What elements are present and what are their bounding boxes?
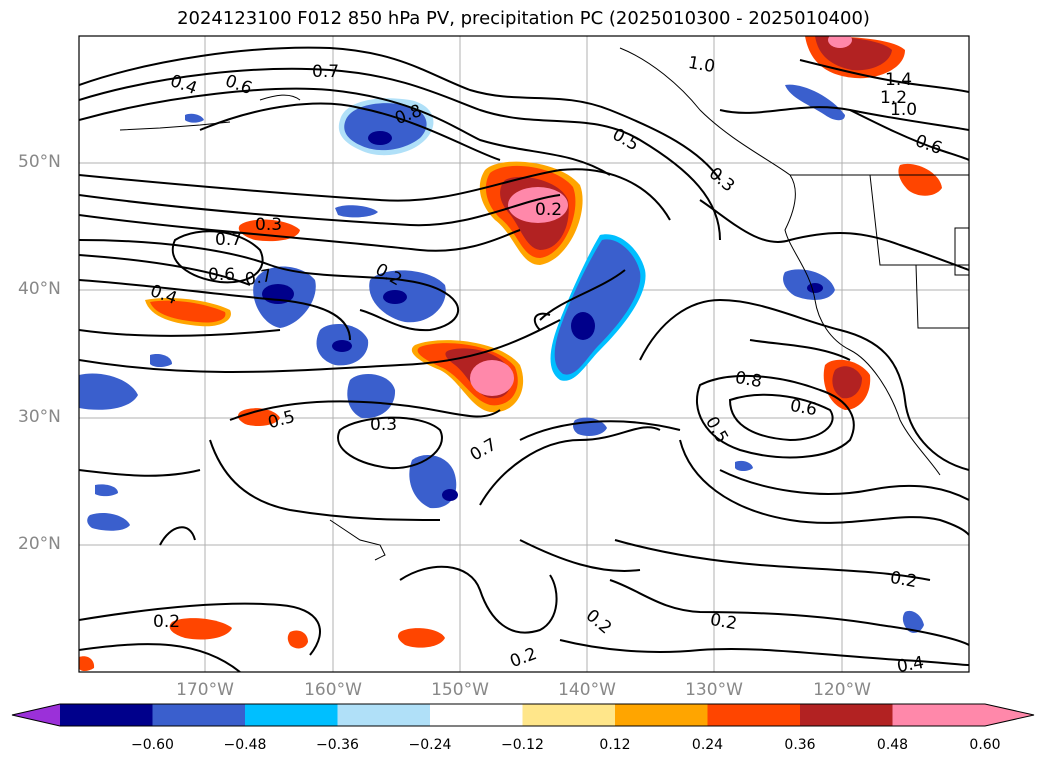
lon-label-120w: 120°W [813,680,871,700]
precip-blob-neg [442,489,458,501]
contour-label: 0.7 [215,230,243,250]
contour-label: 0.7 [312,62,340,82]
colorbar-extend-high [985,704,1034,726]
colorbar-tick-label: 0.48 [876,737,909,753]
precip-blob-pos [470,360,514,396]
colorbar-tick-label: −0.24 [408,737,452,753]
colorbar-extend-low [12,704,60,726]
contour-label: 0.3 [370,415,398,435]
precip-blob-neg [335,205,378,218]
map-border [78,35,970,673]
precip-blob-neg [185,113,204,123]
precip-blobs [79,36,942,671]
lon-label-160w: 160°W [304,680,362,700]
contour-label: 0.6 [208,265,236,285]
precip-blob-neg [150,354,172,367]
precip-blob-neg [783,269,835,300]
colorbar-tick-label: 0.36 [784,737,816,753]
precip-blob-pos [287,630,308,649]
colorbar-segment [337,704,431,726]
precip-blob-neg [735,460,753,471]
colorbar-segment [152,704,246,726]
lat-label-50n: 50°N [18,152,61,172]
precip-blob-neg [785,84,845,121]
lat-label-30n: 30°N [18,407,61,427]
precip-blob-neg [95,484,118,497]
precip-blob-neg [902,610,924,633]
precip-blob-pos [397,628,445,648]
colorbar-segment [245,704,338,726]
colorbar-segment [800,704,893,726]
colorbar-segment [707,704,801,726]
colorbar-tick-label: 0.12 [599,737,631,753]
precip-blob-neg [344,103,427,151]
contour-label: 1.4 [885,70,913,90]
precip-blob-pos [169,618,232,640]
precip-blob-neg [369,270,446,323]
colorbar-tick-label: −0.36 [316,737,359,753]
contour-label: 1.2 [880,88,908,108]
precip-blob-pos [238,219,300,242]
colorbar-tick-label: 0.24 [691,737,724,753]
precip-blob-neg [368,131,392,145]
precip-blob-neg [383,290,407,304]
precip-blob-pos [828,36,852,48]
lat-label-20n: 20°N [18,534,61,554]
contour-label: 0.3 [255,215,283,235]
precip-blob-pos [79,656,95,671]
colorbar-segment [60,704,153,726]
pv-contours [79,46,969,672]
contour-label: 0.2 [535,200,563,220]
precip-blob-pos [832,366,862,399]
colorbar-segment [615,704,708,726]
colorbar-tick-label: −0.48 [223,737,267,753]
precip-blob-neg [573,417,607,436]
precip-blob-neg [571,312,595,340]
precip-blob-neg [807,283,823,293]
contour-label: 0.2 [153,612,181,632]
figure-title: 2024123100 F012 850 hPa PV, precipitatio… [177,8,870,29]
contour-label: 1.0 [890,100,918,120]
colorbar-segment [892,704,986,726]
precip-blob-pos [898,163,942,196]
lon-label-170w: 170°W [176,680,234,700]
colorbar-tick-label: −0.12 [501,737,544,753]
lon-label-130w: 130°W [685,680,743,700]
precip-blob-neg [79,373,138,410]
precip-blob-pos [150,300,226,323]
lon-label-140w: 140°W [558,680,616,700]
colorbar-border [11,703,1035,727]
colorbar-segment [522,704,616,726]
colorbar-tick-label: 0.60 [969,737,1001,753]
colorbar-segment [430,704,523,726]
lon-label-150w: 150°W [431,680,489,700]
precip-blob-neg [347,374,396,419]
precip-blob-neg [87,513,130,531]
coastlines [119,47,969,561]
colorbar [11,703,1035,727]
colorbar-tick-label: −0.60 [131,737,174,753]
precip-blob-neg [332,340,352,352]
lat-label-40n: 40°N [18,279,61,299]
